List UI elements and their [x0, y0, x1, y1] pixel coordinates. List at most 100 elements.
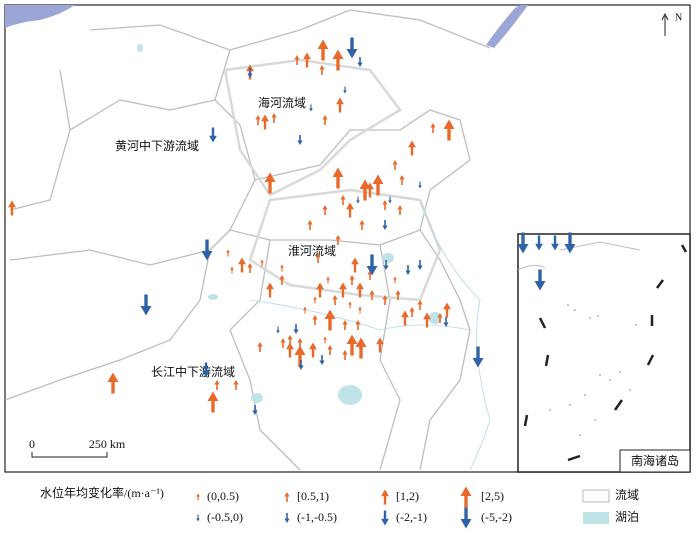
station-arrow — [140, 294, 152, 316]
station-arrow — [264, 172, 276, 194]
station-arrow — [381, 489, 389, 505]
station-arrow — [303, 306, 307, 314]
station-arrow — [324, 309, 336, 331]
station-arrow — [287, 335, 293, 345]
station-arrow — [247, 263, 253, 273]
station-arrow — [317, 39, 329, 61]
station-arrow — [399, 175, 405, 185]
station-arrow — [303, 52, 311, 68]
station-arrow — [196, 493, 200, 501]
scale-label: 250 km — [89, 437, 126, 451]
station-arrow — [297, 338, 303, 348]
lakes — [137, 44, 442, 405]
station-arrow — [294, 55, 300, 65]
station-arrow — [255, 115, 261, 125]
station-arrow — [8, 200, 16, 216]
station-arrow — [332, 49, 344, 71]
station-arrow — [376, 337, 384, 353]
legend-item: [2,5) — [481, 489, 504, 503]
station-arrow — [356, 282, 364, 298]
station-arrow — [348, 301, 352, 309]
inset-frame — [517, 233, 691, 473]
station-arrow — [233, 380, 239, 390]
legend-lake-swatch — [583, 512, 609, 524]
station-arrow — [382, 295, 388, 305]
station-arrow — [293, 324, 299, 334]
station-arrow — [309, 342, 317, 358]
station-arrow — [460, 486, 472, 508]
station-arrow — [382, 200, 388, 210]
station-arrow — [517, 232, 529, 254]
station-arrow — [564, 232, 576, 254]
scale-label: 0 — [29, 437, 35, 451]
station-arrow — [356, 196, 360, 204]
station-arrow — [315, 253, 321, 263]
scale-bar — [31, 452, 108, 458]
legend-item: (-0.5,0) — [207, 510, 243, 524]
station-arrow — [309, 104, 313, 112]
station-arrow — [417, 260, 423, 270]
sea — [5, 5, 75, 28]
station-arrow — [535, 235, 543, 251]
legend-item: (-5,-2) — [481, 510, 512, 524]
station-arrow — [346, 202, 354, 218]
legend-title: 水位年均变化率/(m·a⁻¹) — [40, 485, 164, 500]
station-arrow — [369, 290, 375, 300]
station-arrow — [247, 68, 253, 78]
inset-label: 南海诸岛 — [631, 453, 679, 468]
station-arrow — [366, 254, 378, 276]
station-arrow — [401, 310, 409, 326]
station-arrow — [339, 282, 347, 298]
station-arrow — [349, 275, 355, 285]
stations — [8, 37, 576, 415]
station-arrow — [383, 260, 389, 270]
station-arrow — [280, 338, 286, 348]
legend-item: (-2,-1) — [396, 510, 427, 524]
station-arrow — [417, 300, 423, 310]
station-arrow — [342, 320, 348, 330]
station-arrow — [332, 295, 338, 305]
station-arrow — [443, 302, 451, 318]
station-arrow — [286, 342, 294, 358]
station-arrow — [534, 269, 546, 291]
station-arrow — [276, 326, 280, 334]
legend-basin-swatch — [582, 489, 610, 503]
station-arrow — [372, 174, 384, 196]
station-arrow — [355, 337, 367, 359]
legend-basin: 流域 — [615, 488, 639, 502]
station-arrow — [409, 307, 415, 317]
station-arrow — [443, 119, 455, 141]
station-arrow — [408, 140, 416, 156]
legend-item: [0.5,1) — [297, 489, 329, 503]
station-arrow — [297, 135, 303, 145]
station-arrow — [332, 167, 344, 189]
station-arrow — [326, 276, 330, 284]
region-label: 海河流域 — [258, 95, 306, 110]
station-arrow — [323, 336, 327, 344]
station-arrow — [207, 391, 219, 413]
station-arrow — [472, 346, 484, 368]
station-arrow — [298, 360, 304, 370]
inset-label-box — [619, 449, 691, 473]
station-arrow — [359, 220, 365, 230]
station-arrow — [405, 265, 411, 275]
station-arrow — [107, 372, 119, 394]
station-arrow — [423, 312, 431, 328]
station-arrow — [393, 276, 397, 284]
legend-item: [1,2) — [396, 489, 419, 503]
region-label: 淮河流域 — [288, 244, 336, 258]
station-arrow — [551, 235, 559, 251]
station-arrow — [319, 355, 325, 365]
station-arrow — [388, 196, 392, 204]
station-arrow — [327, 345, 333, 355]
north-label: N — [675, 12, 682, 23]
station-arrow — [284, 513, 290, 523]
station-arrow — [271, 113, 277, 123]
station-arrow — [214, 380, 220, 390]
station-arrow — [355, 320, 361, 330]
station-arrow — [322, 205, 328, 215]
legend-item: (-1,-0.5) — [297, 510, 337, 524]
station-arrow — [351, 257, 359, 273]
sea — [486, 5, 528, 48]
